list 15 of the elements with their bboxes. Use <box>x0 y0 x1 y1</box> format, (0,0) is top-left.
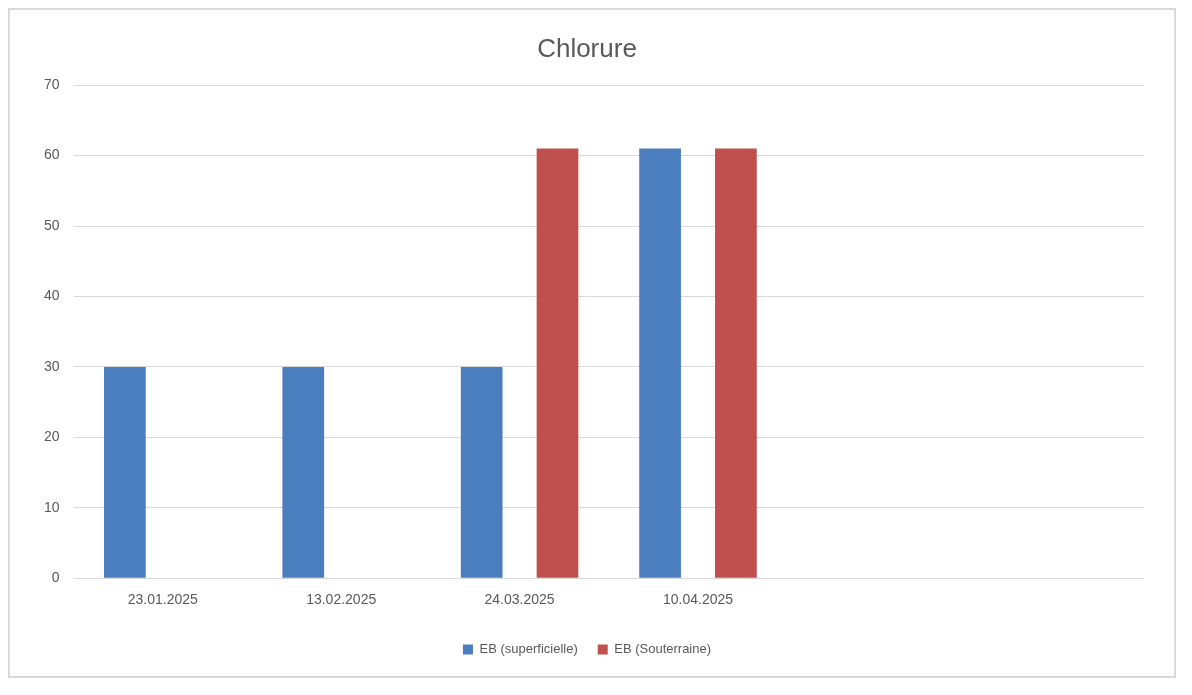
chart-title: Chlorure <box>537 32 637 63</box>
x-tick-label: 10.04.2025 <box>662 591 734 608</box>
x-tick-label: 23.01.2025 <box>127 591 199 608</box>
y-tick-label: 10 <box>43 498 60 515</box>
y-tick-label: 20 <box>43 428 60 445</box>
y-tick-label: 60 <box>43 146 60 163</box>
x-tick-label: 24.03.2025 <box>484 591 555 608</box>
y-tick-label: 30 <box>43 357 60 374</box>
legend-label: EB (Souterraine) <box>614 641 712 657</box>
y-tick-label: 40 <box>43 287 60 304</box>
y-tick-label: 70 <box>43 76 60 93</box>
legend-label: EB (superficielle) <box>479 641 578 657</box>
y-tick-label: 0 <box>51 569 60 586</box>
x-tick-label: 13.02.2025 <box>306 591 377 608</box>
y-tick-label: 50 <box>43 216 60 233</box>
